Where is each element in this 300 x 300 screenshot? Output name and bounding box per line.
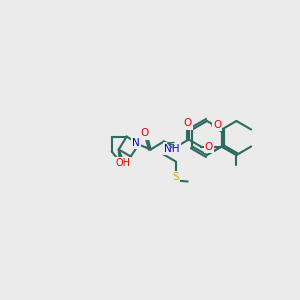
Text: S: S bbox=[172, 172, 179, 182]
Text: OH: OH bbox=[115, 158, 130, 167]
Text: NH: NH bbox=[164, 143, 179, 154]
Text: O: O bbox=[141, 128, 149, 139]
Text: N: N bbox=[132, 137, 140, 148]
Text: O: O bbox=[205, 142, 213, 152]
Text: O: O bbox=[213, 119, 221, 130]
Text: O: O bbox=[184, 118, 192, 128]
